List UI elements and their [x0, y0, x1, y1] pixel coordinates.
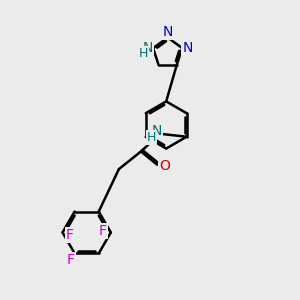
Text: F: F	[66, 228, 74, 242]
Text: N: N	[152, 124, 162, 138]
Text: N: N	[142, 40, 153, 55]
Text: H: H	[147, 131, 156, 144]
Text: O: O	[159, 159, 170, 173]
Text: F: F	[99, 224, 106, 238]
Text: N: N	[163, 25, 173, 39]
Text: H: H	[139, 47, 148, 60]
Text: N: N	[182, 40, 193, 55]
Text: F: F	[67, 253, 75, 267]
